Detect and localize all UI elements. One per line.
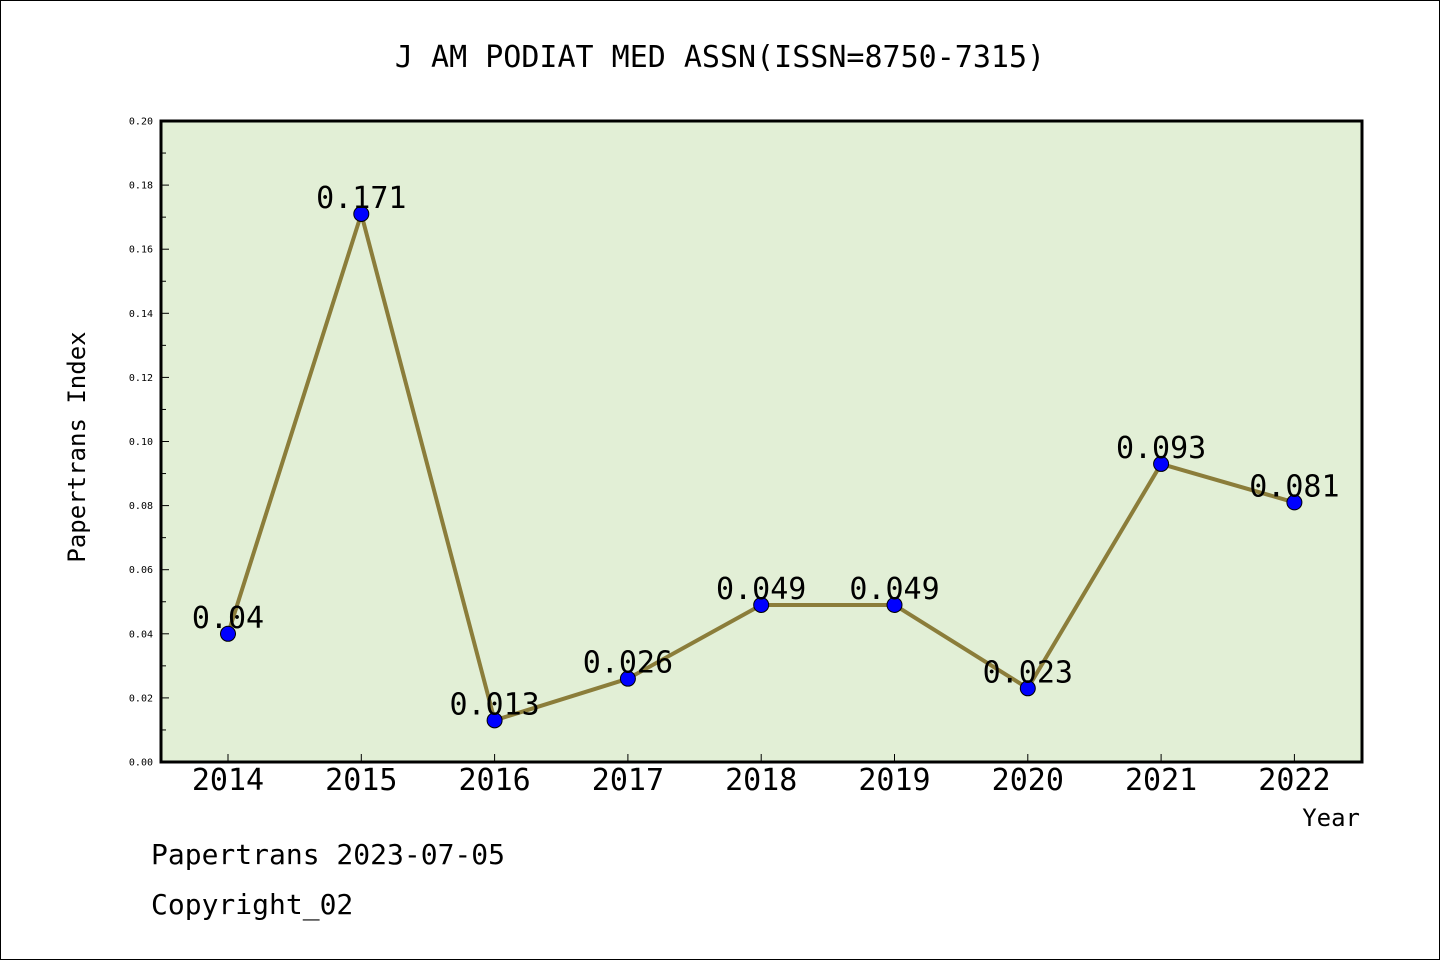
- y-tick-label: 0.08: [129, 501, 153, 512]
- x-axis: 2014 2015 2016 2017 2018 2019 2020 2021 2022: [192, 754, 1331, 798]
- data-point: [753, 596, 770, 613]
- y-tick-label: 0.02: [129, 693, 153, 704]
- y-tick-label: 0.04: [129, 629, 153, 640]
- data-label: 0.171: [316, 181, 406, 216]
- x-tick-label: 2022: [1258, 763, 1330, 798]
- data-point: [1019, 680, 1036, 697]
- x-tick-label: 2021: [1125, 763, 1197, 798]
- y-tick-label: 0.06: [129, 565, 153, 576]
- y-tick-label: 0.14: [129, 309, 153, 320]
- data-point: [220, 625, 236, 642]
- x-tick-label: 2020: [992, 763, 1064, 798]
- x-axis-label: Year: [1302, 804, 1360, 832]
- chart-title: J AM PODIAT MED ASSN(ISSN=8750-7315): [395, 40, 1045, 75]
- data-point: [1286, 494, 1303, 511]
- x-tick-label: 2015: [325, 763, 397, 798]
- x-tick-label: 2017: [592, 763, 664, 798]
- y-tick-label: 0.00: [129, 758, 153, 769]
- data-label: 0.049: [716, 572, 806, 607]
- y-tick-label: 0.12: [129, 373, 153, 384]
- x-tick-label: 2019: [858, 763, 930, 798]
- y-tick-label: 0.16: [129, 245, 153, 256]
- x-tick-label: 2014: [192, 763, 264, 798]
- data-point: [1153, 455, 1170, 472]
- x-tick-label: 2018: [725, 763, 797, 798]
- data-label: 0.023: [983, 655, 1073, 690]
- footer-copyright: Copyright_02: [151, 888, 353, 922]
- data-label: 0.026: [583, 646, 673, 681]
- data-label: 0.04: [192, 601, 264, 636]
- data-label: 0.093: [1116, 431, 1206, 466]
- y-tick-label: 0.20: [129, 117, 153, 128]
- data-label: 0.013: [449, 687, 539, 722]
- data-label: 0.049: [849, 572, 939, 607]
- data-point: [486, 712, 503, 729]
- footer-date: Papertrans 2023-07-05: [151, 838, 505, 871]
- data-labels: 0.04 0.171 0.013 0.026 0.049 0.049 0.023 0.093 0…: [192, 181, 1340, 722]
- data-label: 0.081: [1249, 469, 1339, 504]
- data-point: [886, 596, 903, 613]
- y-axis: 0.00 0.02 0.04 0.06 0.08 0.10 0.12 0.14 0.16 0.18…: [129, 117, 169, 769]
- y-axis-label: Papertrans Index: [63, 331, 91, 562]
- plot-area: [159, 119, 1364, 764]
- x-tick-label: 2016: [458, 763, 530, 798]
- y-tick-label: 0.10: [129, 437, 153, 448]
- data-points: [220, 205, 1303, 729]
- data-point: [353, 205, 370, 222]
- data-point: [619, 670, 636, 687]
- y-tick-label: 0.18: [129, 181, 153, 192]
